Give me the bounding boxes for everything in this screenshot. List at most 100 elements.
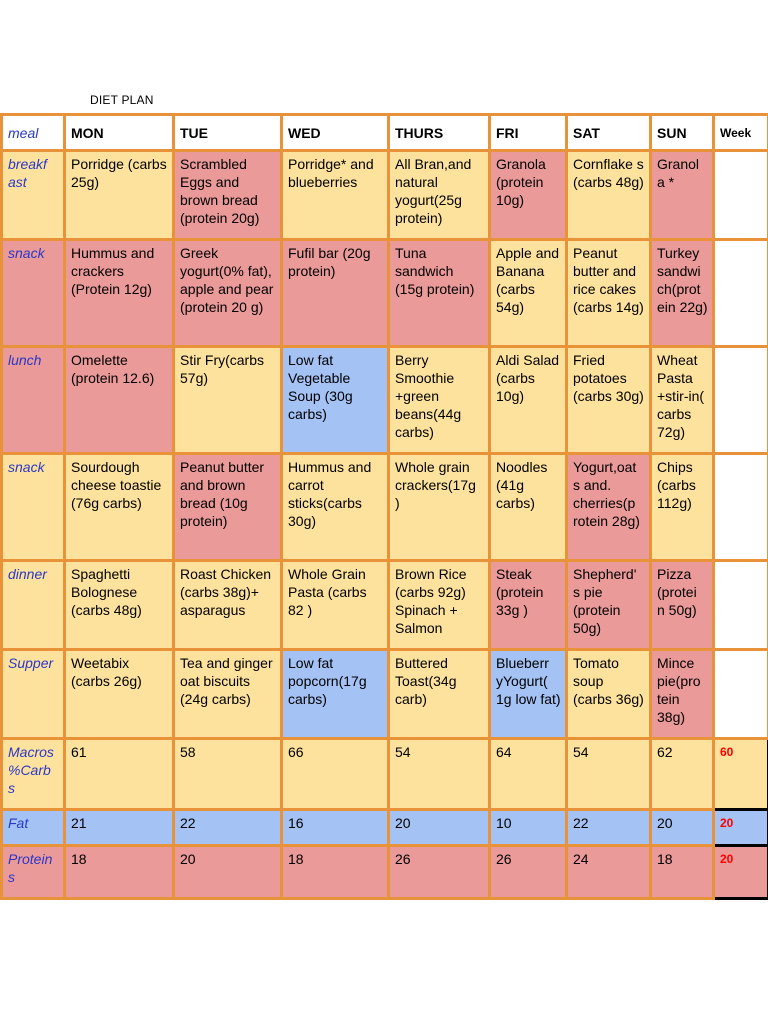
table-cell: Porridge (carbs 25g)	[63, 149, 175, 241]
table-cell: Aldi Salad (carbs 10g)	[488, 345, 568, 455]
table-cell: Whole Grain Pasta (carbs 82 )	[280, 559, 390, 651]
row-label: Fat	[0, 808, 66, 847]
table-cell: Turkey sandwi ch(prot ein 22g)	[649, 238, 715, 348]
row-label: dinner	[0, 559, 66, 651]
table-cell: Pizza (protei n 50g)	[649, 559, 715, 651]
table-cell: Shepherd' s pie (protein 50g)	[565, 559, 652, 651]
table-row-snack: snack Hummus and crackers (Protein 12g) …	[0, 238, 768, 348]
table-cell: Noodles (41g carbs)	[488, 452, 568, 562]
macro-value: 21	[63, 808, 175, 847]
table-cell: Stir Fry(carbs 57g)	[172, 345, 283, 455]
table-cell: Scrambled Eggs and brown bread (protein …	[172, 149, 283, 241]
macro-value: 18	[63, 844, 175, 900]
table-cell: Fried potatoes (carbs 30g)	[565, 345, 652, 455]
table-cell: Low fat Vegetable Soup (30g carbs)	[280, 345, 390, 455]
table-row-fat: Fat 21 22 16 20 10 22 20 20	[0, 808, 768, 847]
macro-value: 20	[387, 808, 491, 847]
row-label: Supper	[0, 648, 66, 740]
table-cell: Chips (carbs 112g)	[649, 452, 715, 562]
macro-value: 22	[565, 808, 652, 847]
row-label: Protein s	[0, 844, 66, 900]
row-label: lunch	[0, 345, 66, 455]
table-row-proteins: Protein s 18 20 18 26 26 24 18 20	[0, 844, 768, 900]
column-header-thurs: THURS	[387, 113, 491, 152]
macro-value: 16	[280, 808, 390, 847]
macro-value: 54	[565, 737, 652, 811]
macro-value: 61	[63, 737, 175, 811]
table-cell: Tea and ginger oat biscuits (24g carbs)	[172, 648, 283, 740]
table-row-breakfast: breakf ast Porridge (carbs 25g) Scramble…	[0, 149, 768, 241]
table-cell: Greek yogurt(0% fat), apple and pear (pr…	[172, 238, 283, 348]
table-cell: Granola (protein 10g)	[488, 149, 568, 241]
table-cell: Tomato soup (carbs 36g)	[565, 648, 652, 740]
table-cell: Peanut butter and brown bread (10g prote…	[172, 452, 283, 562]
macro-value: 58	[172, 737, 283, 811]
macro-value: 24	[565, 844, 652, 900]
column-header-sun: SUN	[649, 113, 715, 152]
table-cell: Roast Chicken (carbs 38g)+ asparagus	[172, 559, 283, 651]
table-cell: Berry Smoothie +green beans(44g carbs)	[387, 345, 491, 455]
table-cell: Buttered Toast(34g carb)	[387, 648, 491, 740]
table-cell: Sourdough cheese toastie (76g carbs)	[63, 452, 175, 562]
week-cell	[712, 452, 768, 562]
table-cell: All Bran,and natural yogurt(25g protein)	[387, 149, 491, 241]
week-cell	[712, 648, 768, 740]
row-label: Macros %Carb s	[0, 737, 66, 811]
macro-value: 18	[649, 844, 715, 900]
table-cell: Porridge* and blueberries	[280, 149, 390, 241]
table-cell: Low fat popcorn(17g carbs)	[280, 648, 390, 740]
macro-value: 20	[649, 808, 715, 847]
header-row: meal MON TUE WED THURS FRI SAT SUN Week	[0, 113, 768, 152]
macro-value: 62	[649, 737, 715, 811]
table-cell: Wheat Pasta +stir-in( carbs 72g)	[649, 345, 715, 455]
macro-value: 26	[488, 844, 568, 900]
column-header-tue: TUE	[172, 113, 283, 152]
week-target-carbs: 60	[712, 737, 768, 811]
week-cell	[712, 238, 768, 348]
table-cell: Fufil bar (20g protein)	[280, 238, 390, 348]
diet-plan-table: meal MON TUE WED THURS FRI SAT SUN Week …	[0, 113, 768, 900]
document-title: DIET PLAN	[90, 93, 154, 107]
week-target-fat: 20	[712, 808, 768, 847]
week-target-proteins: 20	[712, 844, 768, 900]
week-cell	[712, 149, 768, 241]
row-label: snack	[0, 452, 66, 562]
row-label: breakf ast	[0, 149, 66, 241]
table-cell: Steak (protein 33g )	[488, 559, 568, 651]
macro-value: 20	[172, 844, 283, 900]
week-cell	[712, 345, 768, 455]
table-row-lunch: lunch Omelette (protein 12.6) Stir Fry(c…	[0, 345, 768, 455]
macro-value: 18	[280, 844, 390, 900]
table-cell: Tuna sandwich (15g protein)	[387, 238, 491, 348]
macro-value: 54	[387, 737, 491, 811]
table-row-macros-carbs: Macros %Carb s 61 58 66 54 64 54 62 60	[0, 737, 768, 811]
week-cell	[712, 559, 768, 651]
table-cell: Spaghetti Bolognese (carbs 48g)	[63, 559, 175, 651]
table-cell: Granol a *	[649, 149, 715, 241]
table-row-dinner: dinner Spaghetti Bolognese (carbs 48g) R…	[0, 559, 768, 651]
column-header-mon: MON	[63, 113, 175, 152]
macro-value: 10	[488, 808, 568, 847]
table-cell: Mince pie(pro tein 38g)	[649, 648, 715, 740]
table-cell: Apple and Banana (carbs 54g)	[488, 238, 568, 348]
macro-value: 26	[387, 844, 491, 900]
table-cell: Whole grain crackers(17g )	[387, 452, 491, 562]
column-header-wed: WED	[280, 113, 390, 152]
table-cell: Peanut butter and rice cakes (carbs 14g)	[565, 238, 652, 348]
macro-value: 22	[172, 808, 283, 847]
table-cell: Omelette (protein 12.6)	[63, 345, 175, 455]
row-label: snack	[0, 238, 66, 348]
table-cell: Brown Rice (carbs 92g) Spinach + Salmon	[387, 559, 491, 651]
table-cell: Hummus and carrot sticks(carbs 30g)	[280, 452, 390, 562]
column-header-sat: SAT	[565, 113, 652, 152]
table-cell: Hummus and crackers (Protein 12g)	[63, 238, 175, 348]
table-cell: Blueberr yYogurt( 1g low fat)	[488, 648, 568, 740]
macro-value: 64	[488, 737, 568, 811]
table-cell: Cornflake s (carbs 48g)	[565, 149, 652, 241]
column-header-fri: FRI	[488, 113, 568, 152]
table-row-snack-2: snack Sourdough cheese toastie (76g carb…	[0, 452, 768, 562]
column-header-meal: meal	[0, 113, 66, 152]
table-cell: Weetabix (carbs 26g)	[63, 648, 175, 740]
macro-value: 66	[280, 737, 390, 811]
column-header-week: Week	[712, 113, 768, 152]
